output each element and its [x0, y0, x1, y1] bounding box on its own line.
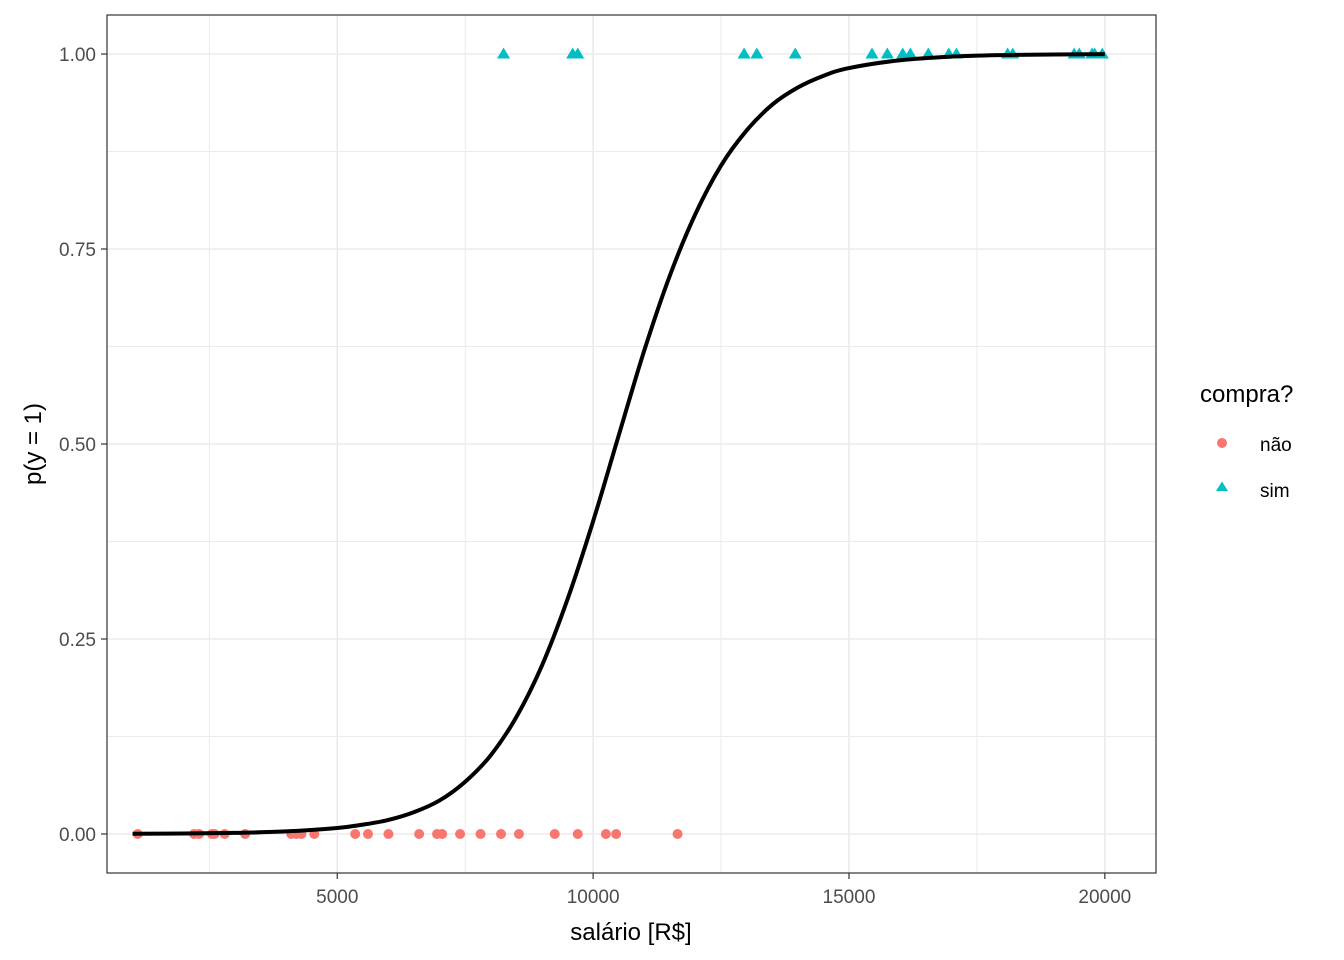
point-nao: [362, 829, 373, 839]
y-axis-ticks: 0.00 0.25 0.50 0.75 1.00: [59, 45, 107, 846]
x-axis-ticks: 5000 10000 15000 20000: [316, 873, 1131, 908]
major-gridlines: [107, 15, 1156, 873]
y-tick-label: 0.00: [59, 825, 96, 846]
x-tick-label: 5000: [316, 887, 358, 908]
point-sim: [880, 47, 894, 59]
x-tick-label: 10000: [567, 887, 620, 908]
point-nao: [383, 829, 394, 839]
legend-key-nao-circle: [1217, 438, 1227, 448]
point-nao: [475, 829, 486, 839]
x-tick-label: 20000: [1078, 887, 1131, 908]
y-axis-title: p(y = 1): [20, 403, 47, 485]
point-nao: [572, 829, 583, 839]
point-nao: [414, 829, 425, 839]
point-nao: [513, 829, 524, 839]
y-tick-label: 0.25: [59, 630, 96, 651]
point-sim: [903, 47, 917, 59]
point-sim: [737, 47, 751, 59]
point-nao: [496, 829, 507, 839]
point-sim: [571, 47, 585, 59]
point-nao: [437, 829, 448, 839]
x-tick-label: 15000: [823, 887, 876, 908]
point-sim: [865, 47, 879, 59]
legend-key-sim-triangle: [1216, 481, 1228, 491]
point-sim: [497, 47, 511, 59]
legend: compra? não sim: [1200, 381, 1293, 502]
point-nao: [350, 829, 361, 839]
y-tick-label: 0.75: [59, 240, 96, 261]
legend-label-nao: não: [1260, 435, 1292, 456]
point-nao: [455, 829, 466, 839]
point-nao: [611, 829, 622, 839]
point-nao: [672, 829, 683, 839]
point-sim: [750, 47, 764, 59]
x-axis-title: salário [R$]: [570, 919, 691, 946]
fitted-logistic-curve: [132, 52, 1105, 836]
point-nao: [549, 829, 560, 839]
point-nao: [600, 829, 611, 839]
point-sim: [788, 47, 802, 59]
y-tick-label: 1.00: [59, 45, 96, 66]
legend-label-sim: sim: [1260, 481, 1290, 502]
legend-title: compra?: [1200, 381, 1293, 408]
data-points: [132, 47, 1109, 839]
y-tick-label: 0.50: [59, 435, 96, 456]
